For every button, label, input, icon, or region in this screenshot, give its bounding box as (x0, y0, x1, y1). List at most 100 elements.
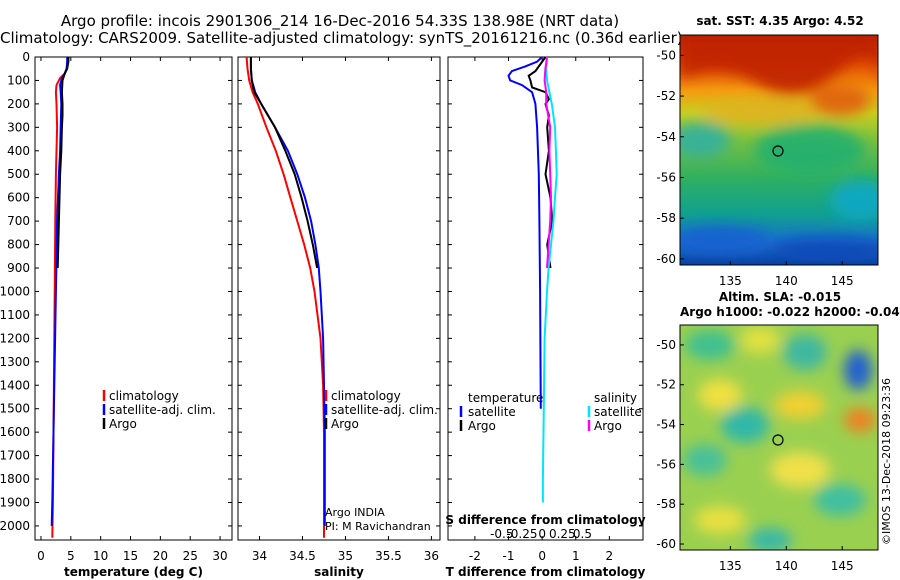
differences-xtick-label: 2 (606, 549, 614, 563)
map-lon-label: 135 (719, 559, 742, 573)
salinity-legend-label: satellite-adj. clim. (331, 403, 438, 417)
salinity-xtick-label: 36 (424, 549, 439, 563)
sla-map: -50 -52 -54 -56 -58 -60 135 140 145 (656, 324, 879, 573)
depth-tick-label: 1400 (0, 378, 30, 392)
diff-legend-label: Argo (594, 419, 622, 433)
map-lon-label: 140 (775, 274, 798, 288)
map-lat-label: -56 (656, 170, 676, 184)
temperature-xtick-label: 20 (153, 549, 168, 563)
differences-series-s-argo (543, 56, 553, 269)
map-lat-label: -50 (656, 338, 676, 352)
map-lat-label: -54 (656, 418, 676, 432)
depth-tick-label: 900 (7, 261, 30, 275)
salinity-legend-label: Argo (331, 417, 359, 431)
map-lat-label: -52 (656, 378, 676, 392)
temperature-legend-label: climatology (109, 389, 179, 403)
salinity-xlabel: salinity (314, 565, 364, 579)
map-lat-label: -60 (656, 252, 676, 266)
temperature-xtick-label: 10 (93, 549, 108, 563)
differences-xtick-label: 1 (572, 549, 580, 563)
temperature-xtick-label: 0 (37, 549, 45, 563)
differences-frame (447, 56, 644, 541)
salinity-series-argo (249, 57, 319, 269)
float-pi-label: PI: M Ravichandran (325, 520, 431, 533)
depth-tick-label: 400 (7, 144, 30, 158)
depth-tick-label: 700 (7, 214, 30, 228)
depth-tick-label: 600 (7, 191, 30, 205)
salinity-series-climatology (245, 56, 325, 538)
temperature-xtick-label: 25 (183, 549, 198, 563)
sdiff-xtick-label: -0.25 (506, 527, 537, 541)
depth-tick-label: 1500 (0, 402, 30, 416)
salinity-legend-label: climatology (331, 389, 401, 403)
map-lon-label: 145 (831, 559, 854, 573)
differences-xtick-label: -2 (469, 549, 481, 563)
diff-legend-label: Argo (468, 419, 496, 433)
salinity-panel: 34 34.5 35 35.5 36 salinity climatologysatelli… (237, 56, 441, 579)
map-lat-label: -52 (656, 89, 676, 103)
map-lon-label: 140 (775, 559, 798, 573)
differences-series-s-satellite (541, 56, 558, 503)
temperature-series-argo (56, 57, 70, 269)
map-lon-label: 145 (831, 274, 854, 288)
depth-tick-label: 1200 (0, 331, 30, 345)
title-line-1: Argo profile: incois 2901306_214 16-Dec-… (60, 12, 620, 30)
diff-legend-title: temperature (468, 391, 543, 405)
differences-series-t-satellite (507, 56, 543, 409)
sdiff-xtick-label: 0.5 (573, 527, 592, 541)
salinity-xtick-label: 35.5 (375, 549, 402, 563)
depth-tick-label: 1800 (0, 472, 30, 486)
sla-map-title-2: Argo h1000: -0.022 h2000: -0.049 (680, 305, 900, 319)
depth-tick-label: 1100 (0, 308, 30, 322)
depth-tick-label: 0 (22, 50, 30, 64)
sst-float-marker (772, 145, 784, 157)
sst-map: -50 -52 -54 -56 -58 -60 135 140 145 (656, 34, 879, 288)
depth-tick-label: 2000 (0, 519, 30, 533)
map-lat-label: -56 (656, 457, 676, 471)
temperature-panel: 0100200300400500600700800900100011001200… (0, 50, 233, 579)
temperature-frame (34, 56, 233, 541)
depth-tick-label: 1900 (0, 495, 30, 509)
map-lat-label: -58 (656, 211, 676, 225)
diff-legend-label: satellite (468, 405, 516, 419)
diff-legend-label: satellite (594, 405, 642, 419)
salinity-xtick-label: 35 (338, 549, 353, 563)
differences-xlabel: T difference from climatology (446, 565, 646, 579)
sdiff-xtick-label: 0.25 (549, 527, 576, 541)
depth-tick-label: 800 (7, 238, 30, 252)
temperature-legend-label: Argo (109, 417, 137, 431)
map-lat-label: -54 (656, 130, 676, 144)
depth-tick-label: 300 (7, 120, 30, 134)
sdiff-xtick-label: -0.5 (490, 527, 513, 541)
temperature-xtick-label: 30 (212, 549, 227, 563)
map-lon-label: 135 (719, 274, 742, 288)
temperature-xtick-label: 15 (123, 549, 138, 563)
map-lat-label: -58 (656, 497, 676, 511)
differences-xtick-label: -1 (503, 549, 515, 563)
differences-panel: -2 -1 0 1 2 T difference from climatology S di… (445, 56, 646, 579)
depth-tick-label: 1600 (0, 425, 30, 439)
sla-map-title-1: Altim. SLA: -0.015 (718, 290, 842, 304)
sst-map-title: sat. SST: 4.35 Argo: 4.52 (696, 14, 864, 28)
salinity-xtick-label: 34 (252, 549, 267, 563)
temperature-xlabel: temperature (deg C) (64, 565, 203, 579)
depth-tick-label: 500 (7, 167, 30, 181)
sla-float-marker (772, 434, 784, 446)
depth-tick-label: 1000 (0, 284, 30, 298)
sdiff-xtick-label: 0 (538, 527, 546, 541)
depth-tick-label: 1300 (0, 355, 30, 369)
temperature-xtick-label: 5 (67, 549, 75, 563)
temperature-legend-label: satellite-adj. clim. (109, 403, 216, 417)
salinity-frame (237, 56, 441, 541)
sdiff-xlabel: S difference from climatology (445, 513, 645, 527)
map-lat-label: -50 (656, 48, 676, 62)
salinity-xtick-label: 34.5 (289, 549, 316, 563)
map-lat-label: -60 (656, 537, 676, 551)
differences-xtick-label: 0 (538, 549, 546, 563)
title-line-2: Climatology: CARS2009. Satellite-adjuste… (0, 29, 683, 47)
depth-tick-label: 1700 (0, 449, 30, 463)
depth-tick-label: 200 (7, 97, 30, 111)
diff-legend-title: salinity (594, 391, 637, 405)
float-program-label: Argo INDIA (325, 506, 385, 519)
